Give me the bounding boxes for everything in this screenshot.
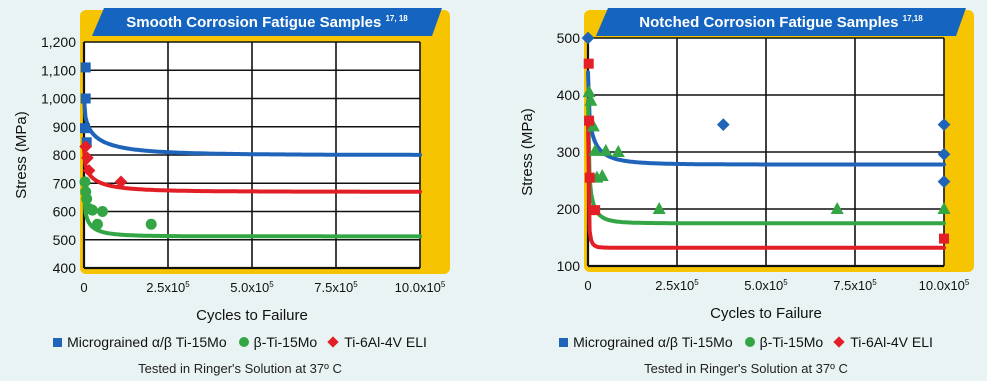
chart-title: Notched Corrosion Fatigue Samples 17,18: [639, 14, 923, 31]
data-point-square: [80, 62, 91, 73]
y-tick-label: 100: [557, 258, 581, 274]
data-point-diamond: [79, 140, 93, 153]
data-point-square: [584, 172, 595, 183]
legend-label-ti6al4v: Ti-6Al-4V ELI: [850, 334, 933, 350]
legend-diamond-icon: [833, 336, 845, 348]
data-point-circle: [86, 204, 98, 216]
legend-item-micrograined: Micrograined α/β Ti-15Mo: [53, 334, 227, 350]
legend-item-beta: β-Ti-15Mo: [238, 334, 318, 350]
legend-label-ti6al4v: Ti-6Al-4V ELI: [344, 334, 427, 350]
data-point-triangle: [937, 202, 951, 214]
y-tick-label: 400: [557, 87, 581, 103]
x-tick-label: 2.5x105: [146, 280, 190, 295]
smooth-chart-footnote: Tested in Ringer's Solution at 37º C: [138, 361, 342, 376]
series-fit-line: [82, 96, 422, 157]
data-point-diamond: [80, 151, 94, 165]
data-point-diamond: [716, 118, 730, 132]
data-point-circle: [91, 218, 103, 230]
series-fit-line: [82, 147, 422, 194]
notched-chart-svg: Notched Corrosion Fatigue Samples 17,18 1…: [519, 8, 974, 322]
data-point-square: [939, 233, 949, 244]
notched-chart-panel: Notched Corrosion Fatigue Samples 17,18 1…: [506, 0, 986, 381]
series-fit-line: [586, 118, 946, 250]
y-tick-label: 800: [53, 147, 77, 163]
y-tick-label: 300: [557, 144, 581, 160]
x-axis-title: Cycles to Failure: [710, 305, 822, 322]
smooth-chart-panel: Smooth Corrosion Fatigue Samples 17, 18 4…: [0, 0, 480, 381]
y-tick-label: 600: [53, 204, 77, 220]
data-point-circle: [79, 176, 91, 188]
x-tick-label: 10.0x105: [919, 278, 970, 293]
legend-diamond-icon: [327, 336, 339, 348]
y-tick-label: 700: [53, 175, 77, 191]
data-point-triangle: [599, 143, 613, 156]
notched-chart-legend: Micrograined α/β Ti-15Mo β-Ti-15Mo Ti-6A…: [506, 334, 986, 350]
chart-title-banner: [596, 8, 966, 36]
series-fit-line: [586, 70, 946, 167]
series-fit-line: [586, 98, 946, 226]
legend-circle-icon: [744, 337, 755, 347]
data-point-circle: [96, 206, 108, 217]
data-point-diamond: [82, 164, 96, 177]
data-point-square: [80, 123, 91, 134]
data-point-square: [80, 93, 91, 104]
legend-square-icon: [559, 337, 569, 347]
data-point-triangle: [584, 93, 598, 106]
data-point-triangle: [830, 202, 844, 214]
legend-label-micrograined: Micrograined α/β Ti-15Mo: [573, 334, 733, 350]
data-point-square: [584, 115, 595, 126]
x-axis-title: Cycles to Failure: [196, 307, 308, 324]
data-point-circle: [145, 218, 157, 230]
x-tick-label: 5.0x105: [744, 278, 788, 293]
legend-label-beta: β-Ti-15Mo: [759, 334, 824, 350]
y-tick-label: 500: [557, 30, 581, 46]
legend-item-beta: β-Ti-15Mo: [744, 334, 824, 350]
data-point-diamond: [114, 175, 128, 189]
legend-item-ti6al4v: Ti-6Al-4V ELI: [327, 334, 427, 350]
y-tick-label: 400: [53, 260, 77, 276]
x-tick-label: 2.5x105: [655, 278, 699, 293]
series-fit-line: [82, 188, 422, 239]
data-point-circle: [81, 193, 93, 205]
data-point-triangle: [588, 143, 602, 156]
y-tick-label: 1,200: [41, 34, 76, 50]
y-axis-title: Stress (MPa): [13, 111, 30, 199]
x-tick-label: 5.0x105: [230, 280, 274, 295]
x-tick-label: 10.0x105: [395, 280, 446, 295]
legend-item-micrograined: Micrograined α/β Ti-15Mo: [559, 334, 733, 350]
legend-square-icon: [53, 337, 63, 347]
y-tick-label: 500: [53, 232, 77, 248]
chart-title: Smooth Corrosion Fatigue Samples 17, 18: [126, 14, 408, 31]
chart-title-banner: [92, 8, 442, 36]
x-tick-label: 7.5x105: [833, 278, 877, 293]
smooth-chart-legend: Micrograined α/β Ti-15Mo β-Ti-15Mo Ti-6A…: [0, 334, 480, 350]
x-tick-label: 0: [584, 278, 591, 293]
legend-item-ti6al4v: Ti-6Al-4V ELI: [833, 334, 933, 350]
data-point-triangle: [611, 145, 625, 157]
y-tick-label: 900: [53, 119, 77, 135]
x-tick-label: 7.5x105: [314, 280, 358, 295]
legend-label-beta: β-Ti-15Mo: [253, 334, 318, 350]
y-axis-title: Stress (MPa): [519, 108, 536, 196]
data-point-square: [583, 58, 594, 69]
legend-label-micrograined: Micrograined α/β Ti-15Mo: [67, 334, 227, 350]
legend-circle-icon: [238, 337, 249, 347]
y-tick-label: 1,000: [41, 91, 76, 107]
smooth-chart-svg: Smooth Corrosion Fatigue Samples 17, 18 4…: [13, 8, 450, 324]
data-point-square: [590, 205, 601, 216]
data-point-triangle: [595, 168, 609, 181]
notched-chart-footnote: Tested in Ringer's Solution at 37º C: [644, 361, 848, 376]
data-point-triangle: [582, 85, 596, 98]
y-tick-label: 200: [557, 201, 581, 217]
y-tick-label: 1,100: [41, 62, 76, 78]
x-tick-label: 0: [80, 280, 87, 295]
data-point-triangle: [652, 202, 666, 214]
